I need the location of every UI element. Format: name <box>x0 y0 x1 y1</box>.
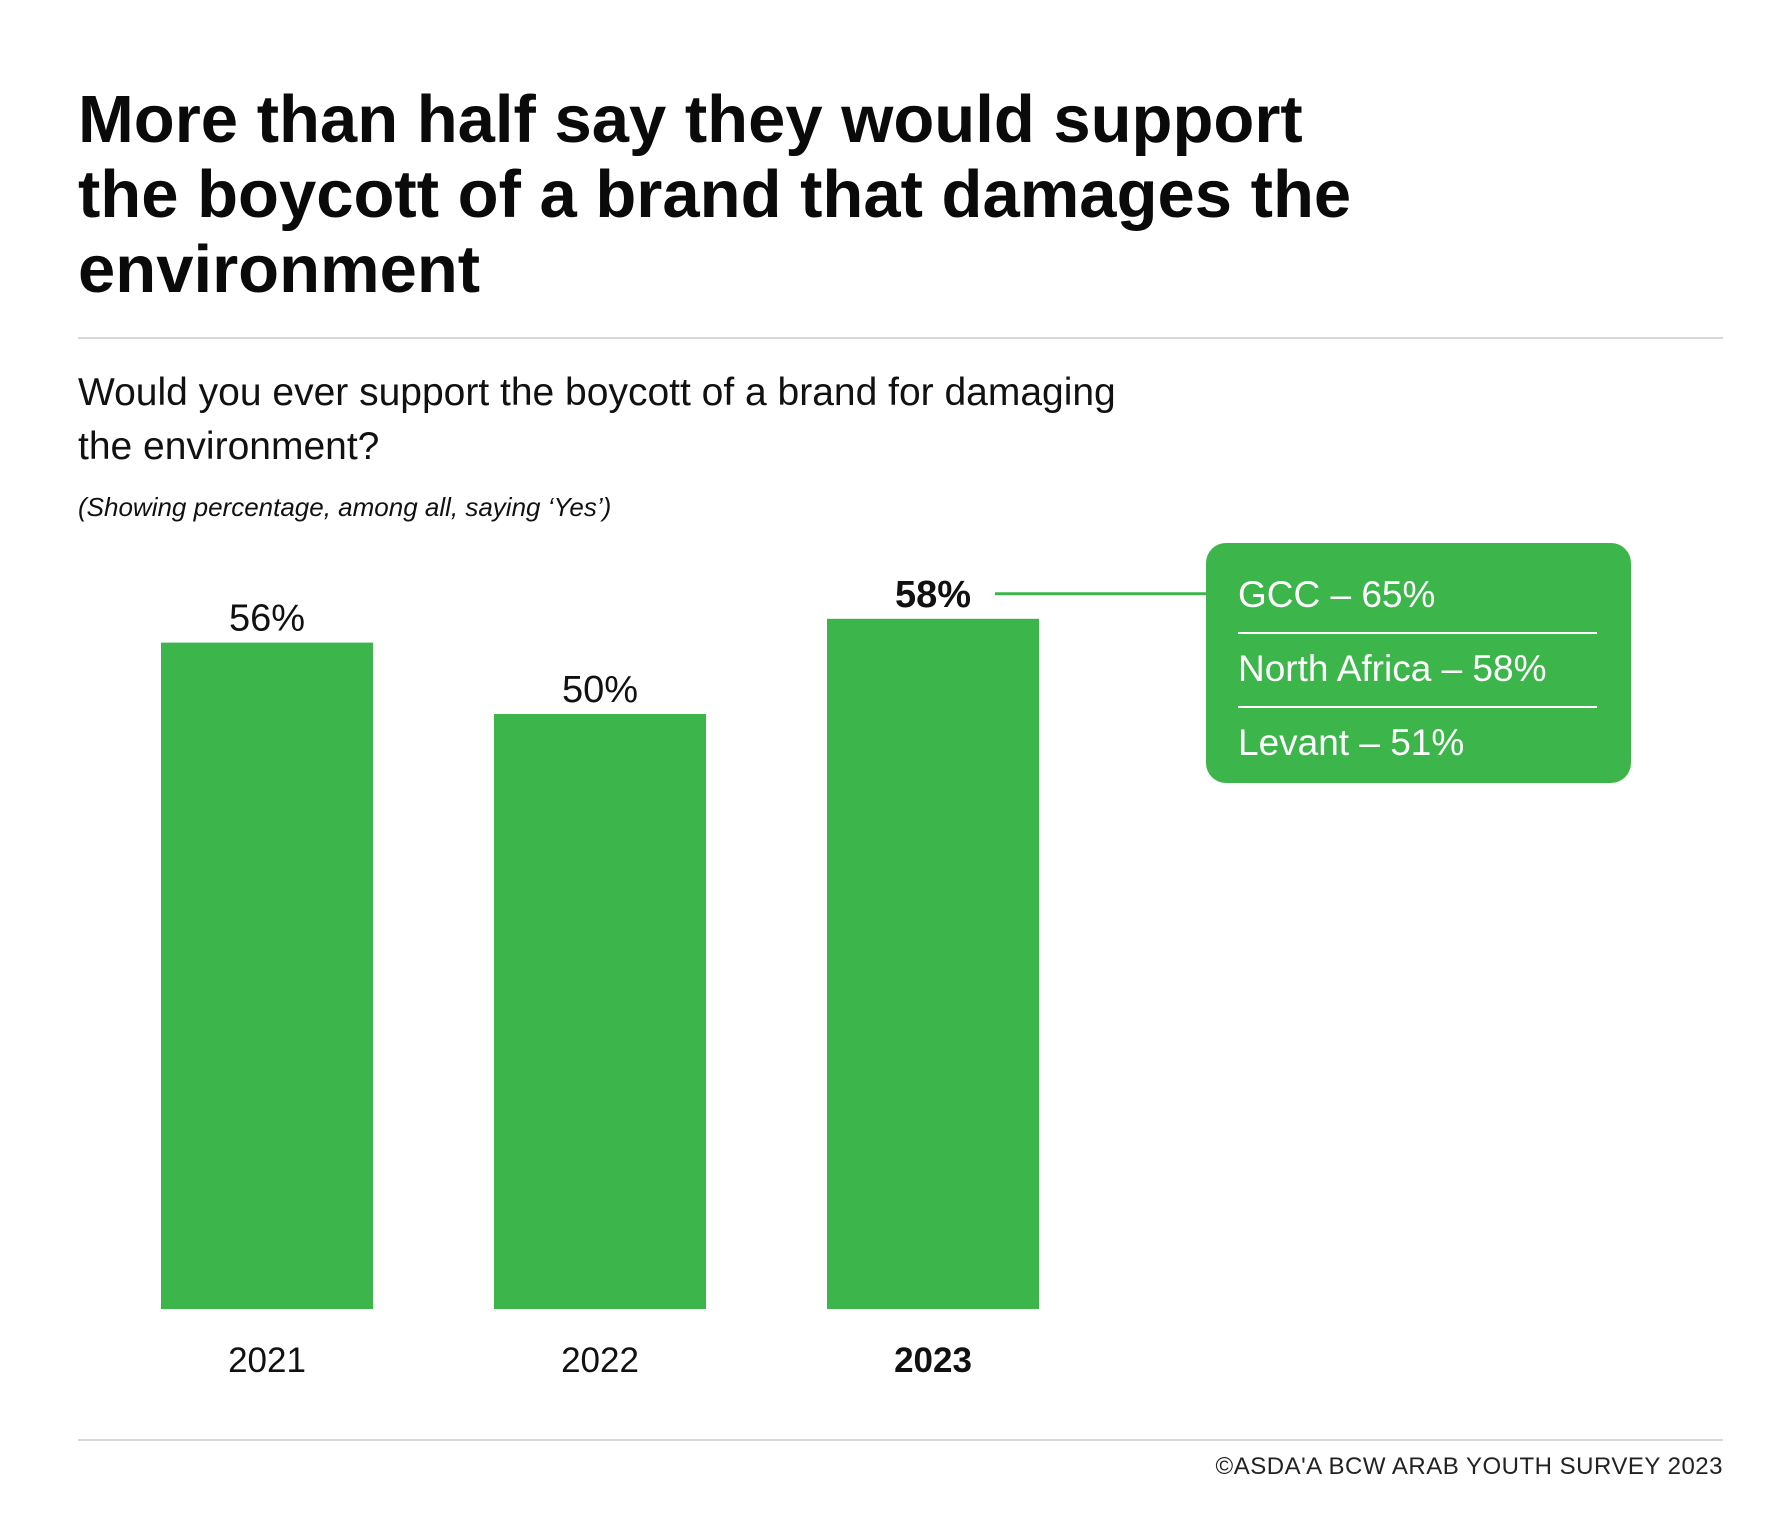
category-label-2023: 2023 <box>894 1341 972 1380</box>
bottom-divider <box>78 1439 1723 1441</box>
bar-2023 <box>827 618 1039 1309</box>
callout-row-north-africa: North Africa – 58% <box>1238 644 1597 708</box>
category-label-2021: 2021 <box>228 1341 306 1380</box>
bar-2021 <box>161 642 373 1309</box>
regional-breakdown-callout: GCC – 65% North Africa – 58% Levant – 51… <box>1206 543 1631 783</box>
survey-question: Would you ever support the boycott of a … <box>78 371 1116 468</box>
callout-row-gcc: GCC – 65% <box>1238 570 1597 634</box>
value-label-2023: 58% <box>895 574 971 616</box>
bar-2022 <box>494 714 706 1309</box>
callout-row-levant: Levant – 51% <box>1238 722 1465 763</box>
chart-note: (Showing percentage, among all, saying ‘… <box>78 492 612 522</box>
value-label-2022: 50% <box>562 669 638 711</box>
top-divider <box>78 337 1723 339</box>
chart-title: More than half say they would support th… <box>78 82 1352 307</box>
value-label-2021: 56% <box>229 598 305 640</box>
category-label-2022: 2022 <box>561 1341 639 1380</box>
source-credit: ©ASDA'A BCW ARAB YOUTH SURVEY 2023 <box>1215 1453 1723 1480</box>
